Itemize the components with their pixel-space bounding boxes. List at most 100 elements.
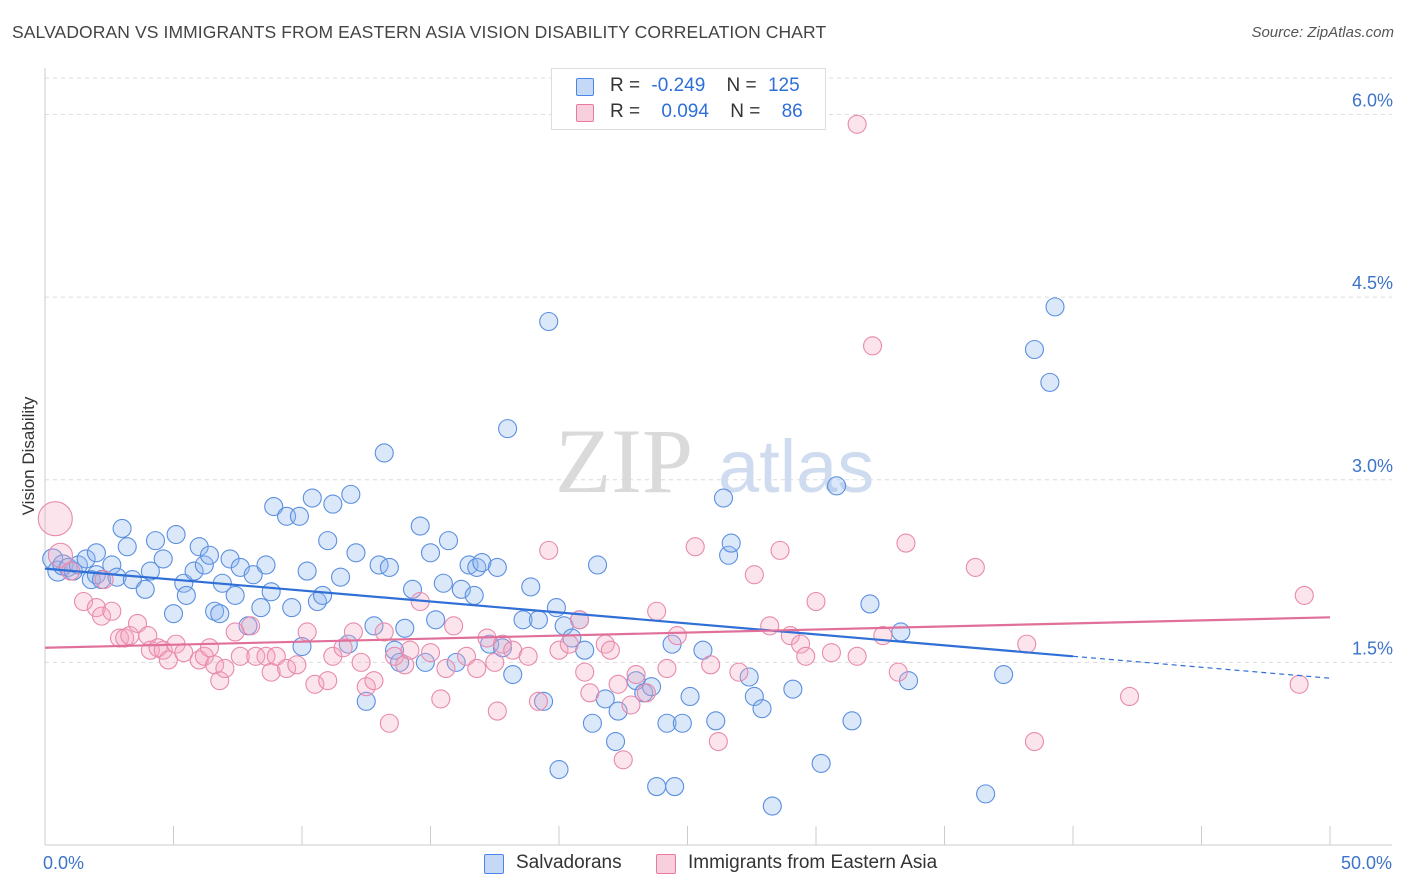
eastern-asia-point — [246, 646, 266, 666]
salvadoran-point — [251, 598, 271, 618]
salvadoran-point — [842, 711, 862, 731]
eastern-asia-point — [431, 689, 451, 709]
salvadoran-point — [605, 731, 626, 752]
eastern-asia-point — [148, 638, 168, 658]
salvadoran-point — [752, 699, 772, 719]
legend-swatch-pink — [576, 104, 594, 122]
salvadoran-point — [117, 537, 137, 557]
eastern-asia-point — [862, 336, 883, 356]
salvadoran-point — [582, 713, 602, 733]
eastern-asia-point — [158, 650, 178, 670]
salvadoran-point — [672, 713, 692, 733]
salvadoran-point — [402, 579, 423, 599]
salvadoran-point — [587, 555, 608, 575]
salvadoran-point — [860, 594, 880, 614]
eastern-asia-point — [847, 646, 867, 666]
salvadoran-point — [86, 543, 106, 563]
salvadoran-point — [657, 713, 677, 733]
eastern-asia-point — [485, 652, 505, 672]
eastern-asia-point — [896, 533, 916, 553]
eastern-asia-point — [266, 646, 286, 666]
eastern-asia-point — [701, 655, 721, 675]
salvadoran-point — [225, 585, 245, 605]
series-swatch-pink — [656, 854, 676, 874]
salvadoran-point — [346, 543, 366, 563]
salvadoran-point — [153, 549, 173, 569]
salvadoran-point — [264, 496, 284, 517]
salvadoran-point — [313, 585, 333, 605]
series-legend-label: Salvadorans — [516, 852, 622, 873]
salvadoran-point — [420, 543, 441, 563]
eastern-asia-point — [796, 646, 816, 666]
eastern-asia-point — [364, 671, 384, 691]
series-legend-label: Immigrants from Eastern Asia — [688, 852, 938, 873]
legend-n-label: N = — [730, 101, 761, 122]
salvadoran-point — [384, 640, 405, 660]
eastern-asia-point — [708, 731, 728, 752]
salvadoran-point — [302, 488, 322, 508]
salvadoran-point — [438, 531, 459, 551]
legend-n-value: 86 — [781, 101, 803, 122]
eastern-asia-point — [821, 643, 841, 663]
eastern-asia-point — [241, 616, 261, 636]
chart-source: Source: ZipAtlas.com — [1251, 24, 1394, 41]
salvadoran-point — [145, 531, 166, 551]
salvadoran-point — [68, 555, 88, 575]
eastern-asia-point — [318, 671, 338, 691]
salvadoran-trend-extension — [1072, 655, 1331, 679]
x-tick-label: 50.0% — [1341, 853, 1392, 873]
salvadoran-point — [464, 585, 484, 605]
salvadoran-point — [166, 524, 186, 545]
legend-swatch-blue — [576, 78, 594, 96]
eastern-asia-point — [760, 616, 780, 636]
eastern-asia-point — [210, 671, 230, 691]
eastern-asia-point — [343, 622, 363, 642]
eastern-asia-point — [791, 634, 811, 654]
salvadoran-point — [205, 601, 225, 621]
salvadoran-point — [76, 549, 96, 569]
eastern-asia-point — [91, 606, 112, 626]
salvadoran-point — [546, 598, 566, 618]
salvadoran-point — [163, 604, 184, 624]
eastern-asia-point — [744, 565, 764, 585]
salvadoran-point — [744, 686, 764, 707]
eastern-asia-point — [873, 626, 893, 646]
series-swatch-blue — [484, 854, 504, 874]
salvadoran-point — [184, 561, 204, 581]
salvadoran-point — [364, 616, 384, 636]
salvadoran-point — [721, 533, 741, 553]
eastern-asia-point — [379, 713, 399, 733]
salvadoran-point — [641, 677, 662, 697]
salvadoran-point — [243, 565, 263, 585]
eastern-asia-point — [199, 638, 220, 658]
eastern-asia-point — [1119, 686, 1140, 707]
salvadoran-point — [994, 665, 1014, 685]
eastern-asia-point — [657, 658, 677, 679]
eastern-asia-point — [47, 542, 73, 568]
salvadoran-point — [1024, 339, 1044, 360]
eastern-asia-point — [351, 652, 371, 672]
eastern-asia-point — [127, 613, 148, 633]
eastern-asia-point — [608, 674, 628, 694]
salvadoran-point — [891, 622, 911, 642]
legend-r-label: R = — [610, 101, 641, 122]
salvadoran-point — [534, 691, 554, 711]
salvadoran-point — [665, 777, 685, 797]
legend-r-value: 0.094 — [661, 101, 709, 122]
eastern-asia-point — [102, 601, 122, 621]
salvadoran-point — [539, 311, 559, 332]
y-tick-label: 6.0% — [1352, 91, 1393, 111]
eastern-asia-point — [685, 537, 705, 557]
salvadoran-point — [379, 557, 399, 577]
x-tick-label: 0.0% — [43, 853, 84, 873]
salvadoran-point — [713, 488, 734, 508]
eastern-asia-point — [626, 665, 646, 685]
salvadoran-point — [330, 567, 351, 587]
salvadoran-point — [446, 652, 466, 672]
legend-n-value: 125 — [767, 75, 800, 96]
legend-r-value: -0.249 — [651, 75, 706, 96]
eastern-asia-point — [729, 662, 749, 682]
salvadoran-point — [1040, 372, 1060, 392]
eastern-asia-point — [420, 643, 441, 663]
